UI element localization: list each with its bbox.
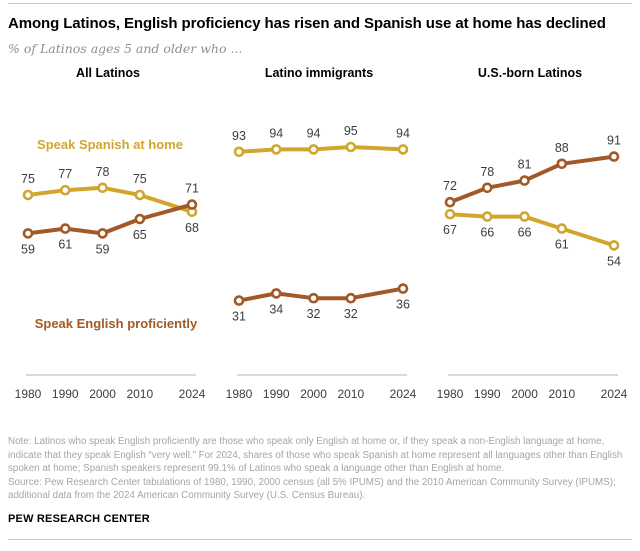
chart-subtitle: % of Latinos ages 5 and older who ... bbox=[8, 41, 243, 56]
svg-text:2000: 2000 bbox=[300, 387, 327, 401]
svg-text:2024: 2024 bbox=[601, 387, 628, 401]
chart-panels-row: All Latinos 1980 1990 2000 2010 2024 75 77 78 75… bbox=[8, 65, 640, 403]
svg-text:78: 78 bbox=[96, 165, 110, 179]
svg-text:66: 66 bbox=[518, 226, 532, 240]
svg-text:1990: 1990 bbox=[52, 387, 79, 401]
svg-text:77: 77 bbox=[58, 167, 72, 181]
svg-text:31: 31 bbox=[232, 310, 246, 324]
svg-text:75: 75 bbox=[21, 172, 35, 186]
svg-text:95: 95 bbox=[344, 124, 358, 138]
chart-title: Among Latinos, English proficiency has r… bbox=[8, 15, 606, 32]
svg-text:Speak English proficiently: Speak English proficiently bbox=[35, 316, 198, 331]
svg-text:32: 32 bbox=[344, 307, 358, 321]
top-divider bbox=[8, 3, 632, 4]
svg-text:36: 36 bbox=[396, 298, 410, 312]
svg-text:94: 94 bbox=[396, 126, 410, 140]
svg-text:66: 66 bbox=[480, 226, 494, 240]
svg-text:1990: 1990 bbox=[263, 387, 290, 401]
svg-text:65: 65 bbox=[133, 228, 147, 242]
svg-text:61: 61 bbox=[555, 238, 569, 252]
note-text: Note: Latinos who speak English proficie… bbox=[8, 436, 623, 475]
bottom-divider bbox=[8, 538, 632, 540]
svg-text:94: 94 bbox=[307, 126, 321, 140]
footnotes: Note: Latinos who speak English proficie… bbox=[8, 435, 640, 503]
svg-text:67: 67 bbox=[443, 223, 457, 237]
svg-text:2010: 2010 bbox=[337, 387, 364, 401]
svg-text:71: 71 bbox=[185, 182, 199, 196]
svg-text:94: 94 bbox=[269, 126, 283, 140]
svg-text:2010: 2010 bbox=[126, 387, 153, 401]
svg-text:2024: 2024 bbox=[390, 387, 417, 401]
svg-text:Speak Spanish at home: Speak Spanish at home bbox=[37, 137, 183, 152]
svg-text:93: 93 bbox=[232, 129, 246, 143]
panel-us-born-latinos: U.S.-born Latinos 1980 1990 2000 2010 2024 67… bbox=[430, 65, 630, 403]
svg-text:1980: 1980 bbox=[15, 387, 42, 401]
panel-title-latino-immigrants: Latino immigrants bbox=[264, 66, 374, 80]
svg-text:1980: 1980 bbox=[226, 387, 253, 401]
pew-research-center-wordmark: PEW RESEARCH CENTER bbox=[8, 512, 150, 525]
svg-text:2000: 2000 bbox=[89, 387, 116, 401]
svg-text:81: 81 bbox=[518, 158, 532, 172]
source-text: Source: Pew Research Center tabulations … bbox=[8, 476, 616, 502]
svg-text:59: 59 bbox=[96, 242, 110, 256]
svg-text:88: 88 bbox=[555, 141, 569, 155]
svg-text:1980: 1980 bbox=[437, 387, 464, 401]
svg-text:72: 72 bbox=[443, 179, 457, 193]
svg-text:68: 68 bbox=[185, 221, 199, 235]
panel-latino-immigrants: Latino immigrants 1980 1990 2000 2010 2024 93… bbox=[219, 65, 419, 403]
panel-title-all-latinos: All Latinos bbox=[76, 66, 140, 80]
svg-text:34: 34 bbox=[269, 302, 283, 316]
svg-text:54: 54 bbox=[607, 254, 621, 268]
panel-title-us-born-latinos: U.S.-born Latinos bbox=[477, 66, 583, 80]
svg-text:61: 61 bbox=[58, 238, 72, 252]
line-chart-latino-immigrants: 1980 1990 2000 2010 2024 93 94 94 95 94 31 34 32 32 36 bbox=[226, 124, 417, 401]
svg-text:2010: 2010 bbox=[548, 387, 575, 401]
svg-text:2024: 2024 bbox=[179, 387, 206, 401]
svg-text:59: 59 bbox=[21, 242, 35, 256]
svg-text:75: 75 bbox=[133, 172, 147, 186]
svg-text:78: 78 bbox=[480, 165, 494, 179]
chart-card: Among Latinos, English proficiency has r… bbox=[0, 3, 640, 540]
svg-text:1990: 1990 bbox=[474, 387, 501, 401]
svg-text:32: 32 bbox=[307, 307, 321, 321]
line-chart-all-latinos: 1980 1990 2000 2010 2024 75 77 78 75 68 59 61 59 65 71… bbox=[15, 137, 206, 401]
svg-text:2000: 2000 bbox=[511, 387, 538, 401]
panel-all-latinos: All Latinos 1980 1990 2000 2010 2024 75 77 78 75… bbox=[8, 65, 208, 403]
line-chart-us-born-latinos: 1980 1990 2000 2010 2024 67 66 66 61 54 72 78 81 88 91 bbox=[437, 134, 628, 401]
svg-text:91: 91 bbox=[607, 134, 621, 148]
